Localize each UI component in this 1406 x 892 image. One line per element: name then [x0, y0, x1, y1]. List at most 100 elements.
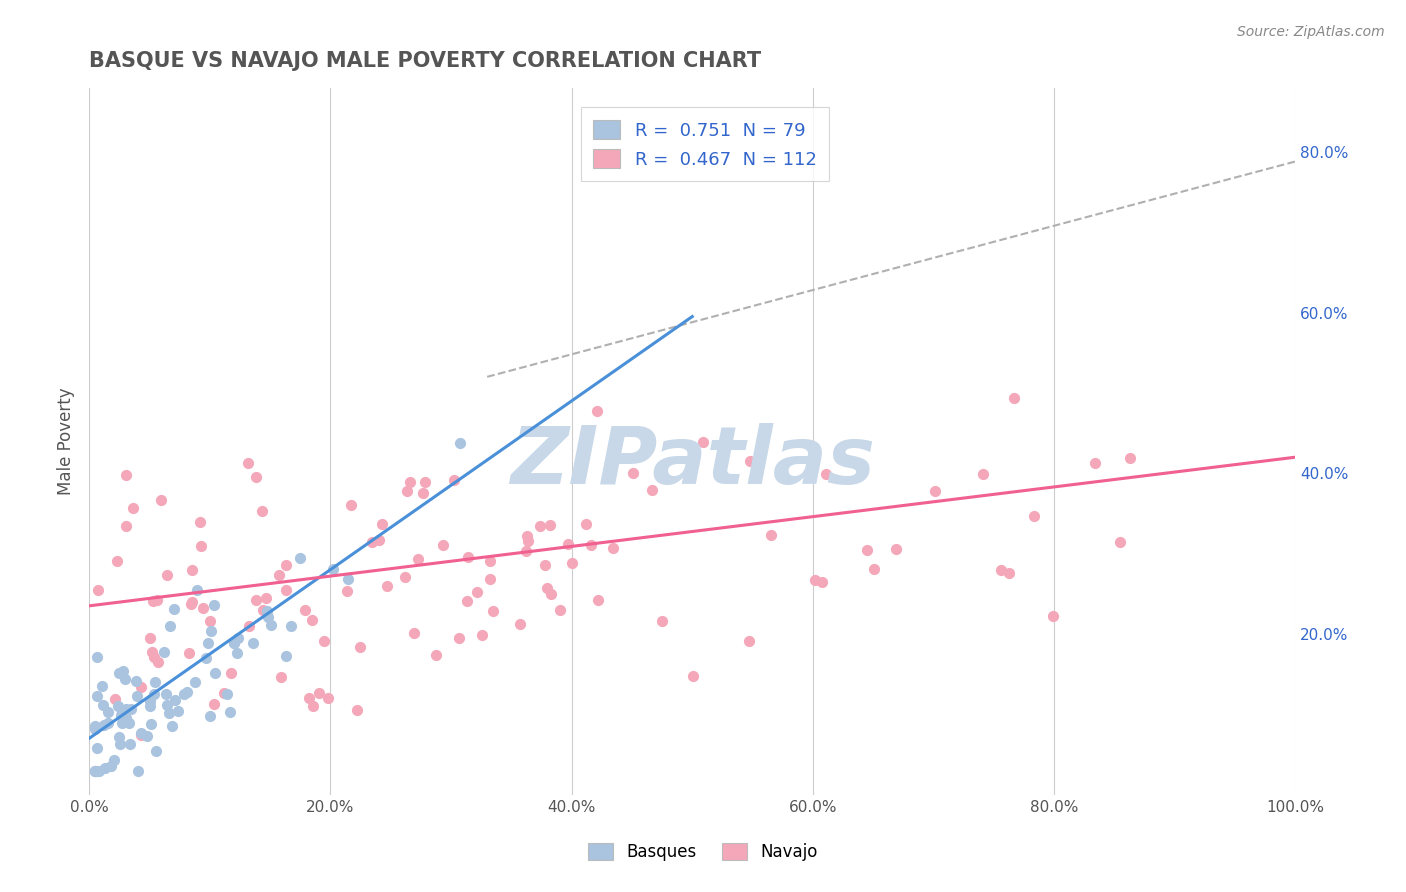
Point — [146, 655, 169, 669]
Point — [516, 528, 538, 542]
Point — [86, 650, 108, 665]
Point — [105, 554, 128, 568]
Point — [394, 570, 416, 584]
Point — [336, 583, 359, 598]
Point — [224, 635, 246, 649]
Point — [1022, 509, 1045, 524]
Point — [225, 646, 247, 660]
Point — [93, 761, 115, 775]
Point — [425, 648, 447, 662]
Point — [368, 533, 391, 547]
Point — [146, 592, 169, 607]
Point — [204, 698, 226, 712]
Point — [190, 515, 212, 529]
Point — [84, 764, 107, 778]
Point — [517, 533, 540, 548]
Point — [200, 614, 222, 628]
Point — [924, 483, 946, 498]
Point — [399, 475, 422, 489]
Point — [204, 665, 226, 680]
Point — [153, 645, 176, 659]
Point — [141, 645, 163, 659]
Point — [120, 702, 142, 716]
Point — [412, 486, 434, 500]
Point — [759, 528, 782, 542]
Point — [447, 631, 470, 645]
Point — [651, 614, 673, 628]
Point — [149, 493, 172, 508]
Point — [623, 466, 645, 480]
Point — [245, 470, 267, 484]
Point — [548, 603, 571, 617]
Point — [103, 753, 125, 767]
Point — [479, 554, 502, 568]
Point — [142, 594, 165, 608]
Point — [184, 675, 207, 690]
Point — [127, 690, 149, 704]
Point — [1109, 535, 1132, 549]
Point — [129, 680, 152, 694]
Point — [402, 625, 425, 640]
Point — [219, 666, 242, 681]
Point — [84, 764, 107, 778]
Point — [308, 686, 330, 700]
Point — [143, 675, 166, 690]
Point — [159, 619, 181, 633]
Point — [93, 717, 115, 731]
Point — [267, 568, 290, 582]
Point — [316, 690, 339, 705]
Point — [111, 664, 134, 678]
Point — [236, 456, 259, 470]
Point — [1084, 456, 1107, 470]
Point — [322, 562, 344, 576]
Point — [456, 594, 478, 608]
Point — [139, 694, 162, 708]
Point — [181, 595, 204, 609]
Point — [156, 568, 179, 582]
Point — [197, 636, 219, 650]
Point — [89, 764, 111, 778]
Point — [575, 517, 598, 532]
Point — [413, 475, 436, 490]
Point — [190, 539, 212, 553]
Point — [139, 631, 162, 645]
Point — [349, 640, 371, 654]
Point — [337, 572, 360, 586]
Point — [179, 646, 201, 660]
Point — [166, 705, 188, 719]
Point — [972, 467, 994, 482]
Point — [100, 759, 122, 773]
Point — [97, 705, 120, 719]
Point — [84, 720, 107, 734]
Point — [107, 731, 129, 745]
Point — [160, 719, 183, 733]
Point — [114, 711, 136, 725]
Point — [294, 602, 316, 616]
Point — [280, 619, 302, 633]
Point — [97, 715, 120, 730]
Point — [111, 715, 134, 730]
Point — [180, 564, 202, 578]
Point — [108, 665, 131, 680]
Point — [156, 698, 179, 712]
Point — [346, 703, 368, 717]
Point — [814, 467, 837, 481]
Point — [274, 558, 297, 573]
Point — [740, 454, 762, 468]
Point — [198, 709, 221, 723]
Point — [138, 699, 160, 714]
Point — [141, 717, 163, 731]
Point — [238, 619, 260, 633]
Point — [108, 737, 131, 751]
Point — [118, 737, 141, 751]
Point — [270, 670, 292, 684]
Point — [176, 685, 198, 699]
Point — [863, 562, 886, 576]
Point — [312, 634, 335, 648]
Point — [561, 557, 583, 571]
Point — [155, 688, 177, 702]
Point — [301, 698, 323, 713]
Point — [997, 566, 1019, 580]
Point — [692, 435, 714, 450]
Point — [534, 558, 557, 572]
